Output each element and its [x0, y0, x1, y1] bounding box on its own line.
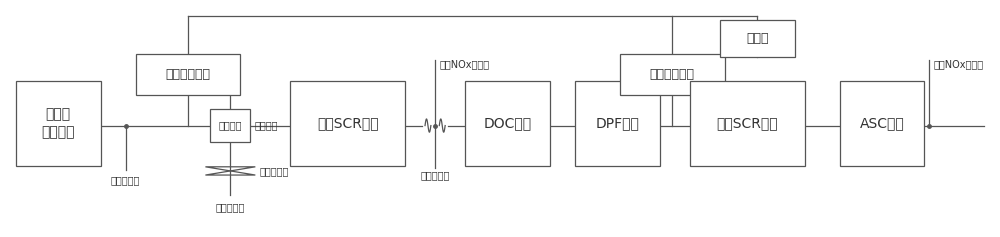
Text: DPF载体: DPF载体 — [595, 116, 639, 130]
Text: DOC载体: DOC载体 — [483, 116, 532, 130]
Text: 断水电磁阀: 断水电磁阀 — [259, 166, 289, 176]
Text: 第一尿素喷嘴: 第一尿素喷嘴 — [165, 68, 210, 81]
Text: 第一采样口: 第一采样口 — [111, 175, 140, 185]
Bar — [290, 81, 405, 166]
Text: ASC载体: ASC载体 — [860, 116, 904, 130]
Text: 第二NOx传感器: 第二NOx传感器 — [933, 59, 984, 70]
Bar — [575, 81, 660, 166]
Text: 第一SCR载体: 第一SCR载体 — [317, 116, 379, 130]
Text: 安装底座: 安装底座 — [254, 121, 278, 131]
Text: 第二采样口: 第二采样口 — [420, 170, 450, 180]
Text: 第二尿素喷嘴: 第二尿素喷嘴 — [650, 68, 695, 81]
Text: 尿素泵: 尿素泵 — [746, 32, 768, 45]
Bar — [620, 54, 725, 95]
Text: 安装底座: 安装底座 — [219, 121, 242, 131]
Bar — [690, 81, 805, 166]
Bar — [16, 81, 101, 166]
Bar — [720, 19, 795, 57]
Text: 发动机
涡后排气: 发动机 涡后排气 — [41, 107, 75, 139]
Text: 冷却水管路: 冷却水管路 — [216, 202, 245, 212]
Text: 第二SCR载体: 第二SCR载体 — [716, 116, 778, 130]
Bar — [465, 81, 550, 166]
Text: 第一NOx传感器: 第一NOx传感器 — [439, 59, 489, 70]
Bar — [210, 109, 250, 142]
Bar — [840, 81, 924, 166]
Bar — [136, 54, 240, 95]
